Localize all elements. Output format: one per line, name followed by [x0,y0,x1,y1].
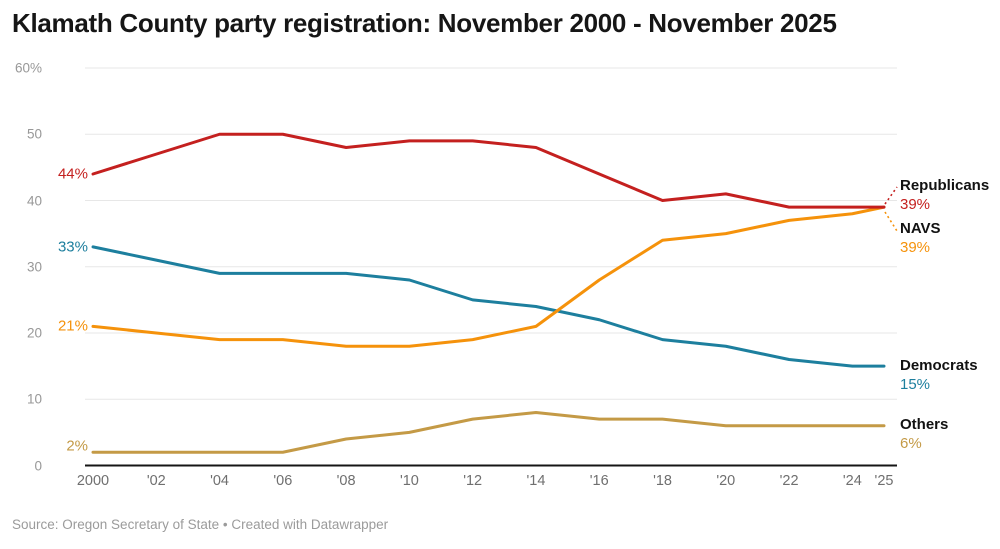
x-tick-label: '02 [146,473,166,489]
gridlines [85,67,897,467]
chart-title: Klamath County party registration: Novem… [12,8,837,38]
y-tick-label: 40 [26,193,42,208]
x-tick-label: '20 [716,473,736,489]
others-name: Others [900,416,949,433]
democrats-end-value: 15% [900,375,931,393]
x-tick-label: '04 [210,473,229,489]
navs-start-value: 21% [57,317,88,335]
republicans-end-label: Republicans 39% [900,177,989,214]
navs-end-value: 39% [900,238,931,256]
series-lines [91,132,886,454]
x-tick-label: '08 [336,473,356,489]
democrats-name: Democrats [900,357,978,374]
y-tick-label: 50 [26,126,42,142]
x-tick-label: '25 [874,473,894,489]
republicans-start-value: 44% [57,165,88,183]
others-end-label: Others 6% [900,416,948,453]
x-tick-label: '14 [526,473,546,489]
x-tick-label: '06 [273,473,293,489]
republicans-leader-line [884,186,898,205]
x-tick-label: '18 [653,473,672,489]
source-note: Source: Oregon Secretary of State • Crea… [12,517,389,532]
others-end-value: 6% [900,434,922,452]
navs-leader-line [884,211,898,232]
others-line [91,411,886,454]
others-start-value: 2% [66,437,88,455]
y-tick-label: 20 [26,325,42,341]
republicans-name: Republicans [900,177,990,194]
y-tick-label: 10 [26,391,42,407]
x-tick-label: '16 [589,473,609,489]
x-tick-label: 2000 [76,473,110,489]
y-tick-label: 0 [34,458,42,473]
x-tick-label: '22 [779,473,799,489]
democrats-end-label: Democrats 15% [900,357,978,394]
navs-end-label: NAVS 39% [900,220,941,257]
democrats-start-value: 33% [57,238,88,256]
y-tick-label: 30 [26,259,42,275]
navs-line [91,205,886,348]
x-tick-label: '24 [842,473,862,489]
democrats-line [91,245,886,368]
y-tick-label: 60% [14,60,42,76]
republicans-end-value: 39% [900,195,931,213]
x-tick-label: '12 [463,473,483,489]
navs-name: NAVS [900,220,941,237]
x-tick-label: '10 [399,473,419,489]
republicans-line [91,132,886,209]
